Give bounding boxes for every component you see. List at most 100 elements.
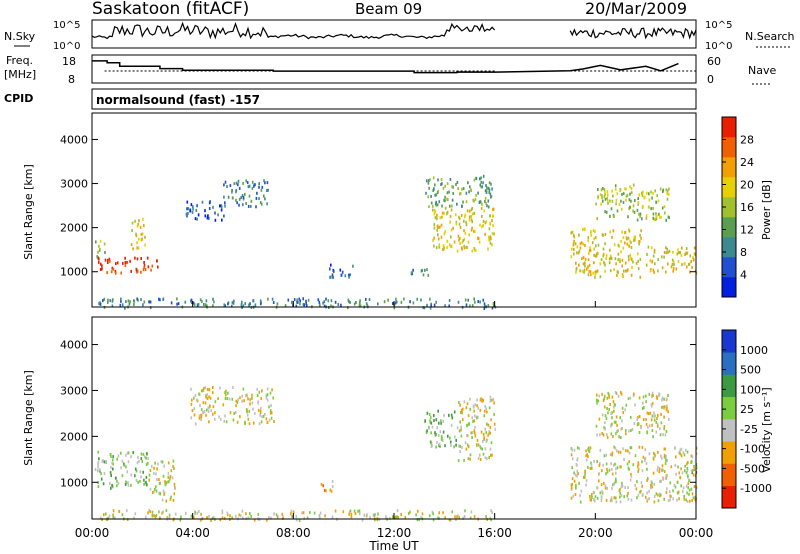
data-cell — [457, 300, 460, 304]
data-cell — [651, 391, 654, 395]
data-cell — [266, 518, 268, 522]
data-cell — [621, 406, 624, 410]
data-cell — [127, 481, 129, 485]
data-cell — [450, 228, 453, 232]
data-cell — [103, 472, 106, 476]
data-cell — [658, 212, 660, 216]
data-cell — [429, 415, 432, 419]
data-cell — [570, 231, 572, 235]
data-cell — [616, 466, 619, 470]
data-cell — [579, 246, 582, 250]
data-cell — [492, 224, 494, 228]
data-cell — [290, 300, 293, 304]
data-cell — [467, 422, 470, 426]
data-cell — [191, 409, 194, 413]
data-cell — [467, 445, 470, 449]
data-cell — [412, 268, 414, 272]
data-cell — [220, 205, 223, 209]
data-cell — [478, 240, 481, 244]
colorbar-segment — [722, 441, 736, 464]
data-cell — [452, 226, 454, 230]
data-cell — [121, 513, 124, 517]
data-cell — [586, 267, 588, 271]
data-cell — [200, 408, 203, 412]
data-cell — [592, 491, 595, 495]
data-cell — [653, 500, 656, 504]
data-cell — [596, 401, 598, 405]
data-cell — [604, 405, 606, 409]
data-cell — [460, 428, 462, 432]
data-cell — [656, 396, 658, 400]
data-cell — [97, 465, 99, 469]
data-cell — [172, 518, 175, 522]
data-cell — [468, 190, 470, 194]
data-cell — [614, 257, 617, 261]
data-cell — [676, 252, 679, 256]
data-cell — [121, 459, 124, 463]
data-cell — [223, 419, 225, 423]
data-cell — [621, 192, 623, 196]
data-cell — [610, 424, 612, 428]
data-cell — [483, 414, 486, 418]
data-cell — [465, 223, 468, 227]
data-cell — [264, 181, 266, 185]
data-cell — [248, 194, 251, 198]
data-cell — [449, 243, 451, 247]
data-cell — [573, 252, 575, 256]
data-cell — [485, 407, 487, 411]
data-cell — [229, 184, 232, 188]
data-cell — [648, 392, 651, 396]
data-cell — [487, 235, 490, 239]
data-cell — [136, 297, 138, 301]
data-cell — [572, 494, 575, 498]
data-cell — [313, 511, 316, 515]
data-cell — [323, 300, 326, 304]
data-cell — [210, 518, 212, 522]
data-cell — [136, 224, 139, 228]
data-cell — [430, 421, 433, 425]
data-cell — [606, 190, 609, 194]
data-cell — [240, 196, 242, 200]
data-cell — [667, 410, 669, 414]
data-cell — [686, 466, 689, 470]
data-cell — [604, 233, 607, 236]
data-cell — [449, 220, 451, 224]
data-cell — [489, 516, 491, 520]
data-cell — [459, 450, 461, 454]
nave-tick-bottom: 0 — [707, 73, 714, 86]
data-cell — [650, 404, 653, 408]
data-cell — [334, 509, 337, 513]
data-patch-0 — [94, 450, 149, 490]
data-cell — [431, 510, 434, 514]
data-cell — [672, 497, 674, 501]
data-cell — [628, 229, 631, 233]
data-cell — [463, 244, 465, 248]
data-cell — [153, 466, 155, 470]
data-cell — [488, 456, 490, 459]
data-cell — [594, 275, 596, 279]
data-cell — [256, 387, 258, 391]
data-cell — [251, 393, 253, 397]
data-cell — [579, 242, 582, 246]
data-cell — [578, 481, 580, 485]
data-cell — [679, 251, 682, 255]
data-cell — [440, 419, 442, 423]
data-cell — [254, 412, 256, 415]
data-cell — [623, 269, 625, 273]
data-cell — [276, 302, 279, 306]
data-cell — [607, 411, 609, 415]
data-cell — [198, 416, 201, 420]
data-cell — [407, 512, 410, 516]
data-cell — [625, 236, 628, 240]
data-cell — [190, 298, 193, 302]
data-cell — [659, 480, 661, 483]
data-cell — [685, 448, 687, 452]
data-cell — [437, 233, 439, 237]
data-cell — [450, 413, 453, 417]
data-cell — [573, 247, 575, 251]
data-cell — [489, 237, 491, 240]
data-cell — [663, 455, 666, 459]
data-cell — [629, 205, 631, 209]
data-cell — [683, 262, 686, 266]
